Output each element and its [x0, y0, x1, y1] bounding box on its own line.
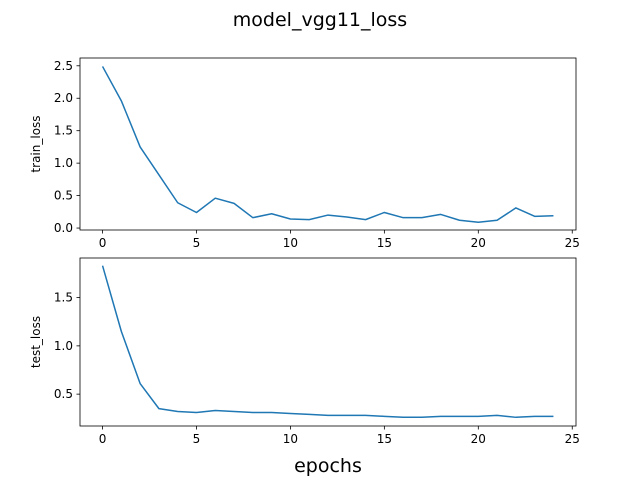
y-tick-label: 0.5 — [54, 387, 73, 401]
test-loss-panel: 0 5 10 15 20 25 0.5 1.0 1.5 test_loss — [29, 257, 580, 446]
x-tick-label: 15 — [377, 432, 392, 446]
x-tick-label: 5 — [193, 432, 201, 446]
y-tick-label: 1.0 — [54, 339, 73, 353]
figure-title: model_vgg11_loss — [233, 9, 407, 31]
x-tick-label: 20 — [471, 432, 486, 446]
y-tick-label: 1.5 — [54, 291, 73, 305]
series-line-0-0 — [101, 66, 554, 223]
y-tick-label: 1.5 — [54, 124, 73, 138]
x-tick-label: 25 — [565, 236, 580, 250]
y-tick-label: 0.0 — [54, 221, 73, 235]
y-axis-label: test_loss — [29, 316, 43, 368]
x-tick-label: 10 — [283, 432, 298, 446]
y-tick-label: 0.5 — [54, 189, 73, 203]
x-tick-label: 0 — [99, 432, 107, 446]
x-axis-label: epochs — [294, 455, 362, 477]
y-tick-label: 2.5 — [54, 59, 73, 73]
y-axis-label: train_loss — [29, 115, 43, 172]
y-tick-label: 1.0 — [54, 156, 73, 170]
axes-frame — [79, 257, 577, 427]
x-tick-label: 20 — [471, 236, 486, 250]
series-line-1-0 — [101, 265, 554, 419]
train-loss-panel: 0 5 10 15 20 25 0.0 0.5 1.0 1.5 2.0 2.5 train_loss — [29, 57, 580, 250]
x-tick-label: 10 — [283, 236, 298, 250]
x-tick-label: 0 — [99, 236, 107, 250]
x-tick-label: 15 — [377, 236, 392, 250]
axes-frame — [79, 57, 577, 231]
y-tick-label: 2.0 — [54, 91, 73, 105]
x-tick-label: 5 — [193, 236, 201, 250]
x-tick-label: 25 — [565, 432, 580, 446]
